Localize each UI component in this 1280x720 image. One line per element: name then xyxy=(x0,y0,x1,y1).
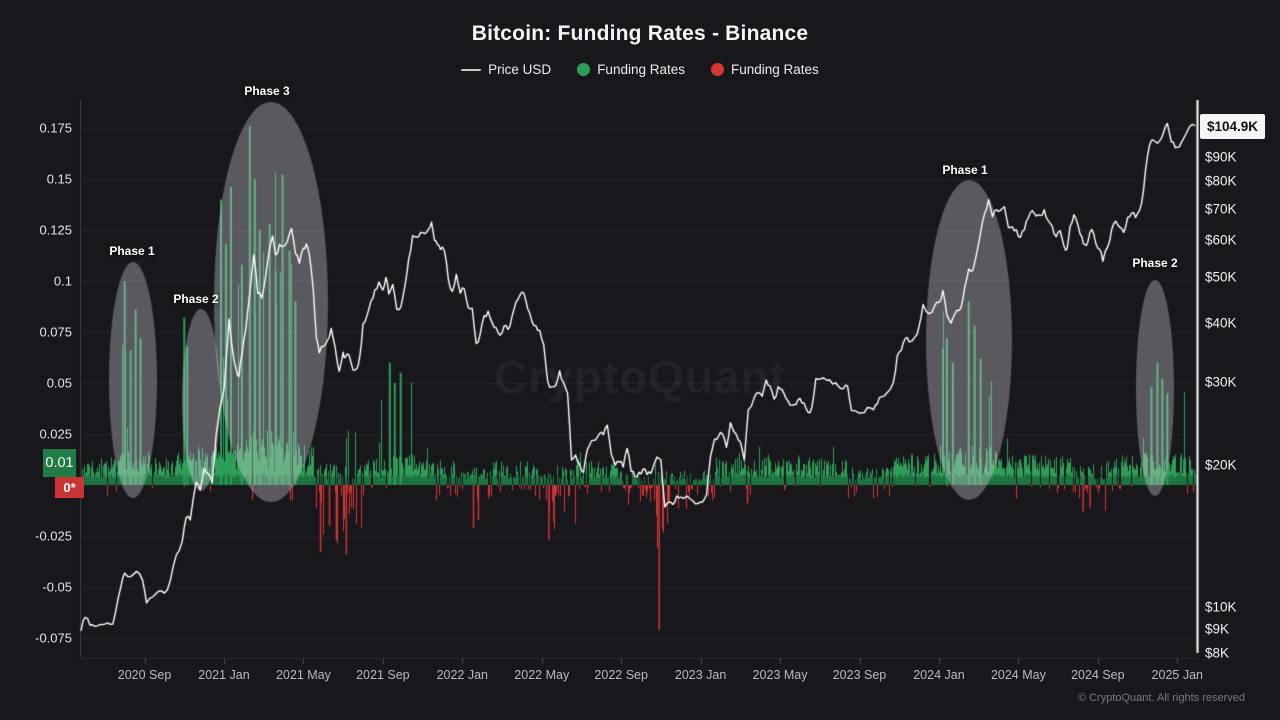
price-current-badge: $104.9K xyxy=(1200,114,1265,139)
left-axis-tick-label: 0.075 xyxy=(39,324,72,340)
funding-positive-dot-icon xyxy=(577,63,591,76)
legend: Price USD Funding Rates Funding Rates xyxy=(0,62,1280,77)
right-axis-tick-label: $30K xyxy=(1205,374,1237,390)
x-axis-tick-label: 2025 Jan xyxy=(1151,668,1203,682)
right-axis-tick-label: $40K xyxy=(1205,315,1237,331)
legend-item[interactable]: Funding Rates xyxy=(577,62,685,77)
x-axis-tick-label: 2024 Sep xyxy=(1071,668,1125,682)
x-axis-tick-label: 2022 May xyxy=(514,668,570,682)
legend-label: Funding Rates xyxy=(597,62,685,77)
phase-label: Phase 2 xyxy=(1132,256,1178,270)
legend-label: Funding Rates xyxy=(731,62,819,77)
x-axis-tick-label: 2020 Sep xyxy=(117,668,172,682)
legend-item[interactable]: Price USD xyxy=(461,62,551,77)
left-axis-tick-label: -0.025 xyxy=(35,528,72,544)
right-axis-tick-label: $10K xyxy=(1205,599,1237,615)
right-axis-tick-label: $20K xyxy=(1205,457,1237,473)
right-axis-tick-label: $9K xyxy=(1205,621,1230,637)
right-axis-tick-label: $50K xyxy=(1205,269,1237,285)
phase-label: Phase 1 xyxy=(942,163,988,177)
phase-label: Phase 1 xyxy=(109,244,155,258)
funding-negative-dot-icon xyxy=(711,63,724,76)
right-axis-tick-label: $8K xyxy=(1205,645,1230,661)
x-axis-tick-label: 2024 Jan xyxy=(913,668,965,682)
x-axis-tick-label: 2023 Jan xyxy=(674,668,727,682)
left-axis-tick-label: 0.175 xyxy=(39,120,72,136)
x-axis-tick-label: 2022 Jan xyxy=(436,668,489,682)
left-axis-tick-label: 0.1 xyxy=(53,273,72,289)
copyright-notice: © CryptoQuant. All rights reserved xyxy=(1077,692,1245,704)
x-axis-tick-label: 2021 May xyxy=(275,668,331,682)
price-line-icon xyxy=(461,68,482,71)
right-axis-tick-label: $90K xyxy=(1205,149,1237,165)
chart-title: Bitcoin: Funding Rates - Binance xyxy=(471,22,809,45)
left-axis-tick-label: -0.05 xyxy=(42,579,72,595)
left-axis-tick-label: -0.075 xyxy=(35,630,72,646)
legend-label: Price USD xyxy=(488,62,552,77)
x-axis-tick-label: 2023 May xyxy=(752,668,808,682)
funding-rate-current-badge: 0.01 xyxy=(43,449,76,477)
right-axis-tick-label: $70K xyxy=(1205,201,1237,217)
funding-rate-negative-badge: 0* xyxy=(55,477,84,498)
x-axis-tick-label: 2021 Sep xyxy=(356,668,410,682)
left-axis-tick-label: 0.15 xyxy=(46,171,72,187)
left-axis-tick-label: 0.125 xyxy=(39,222,72,238)
right-axis-tick-label: $80K xyxy=(1205,173,1237,189)
left-axis-tick-label: 0.05 xyxy=(46,375,72,391)
x-axis-tick-label: 2024 May xyxy=(990,668,1046,682)
x-axis-tick-label: 2023 Sep xyxy=(832,668,887,682)
right-axis-tick-label: $60K xyxy=(1205,232,1237,248)
left-axis-tick-label: 0.025 xyxy=(39,426,72,442)
legend-item[interactable]: Funding Rates xyxy=(711,62,819,77)
x-axis-tick-label: 2022 Sep xyxy=(594,668,648,682)
x-axis-tick-label: 2021 Jan xyxy=(198,668,250,682)
phase-label: Phase 3 xyxy=(244,84,290,98)
phase-label: Phase 2 xyxy=(173,292,219,306)
